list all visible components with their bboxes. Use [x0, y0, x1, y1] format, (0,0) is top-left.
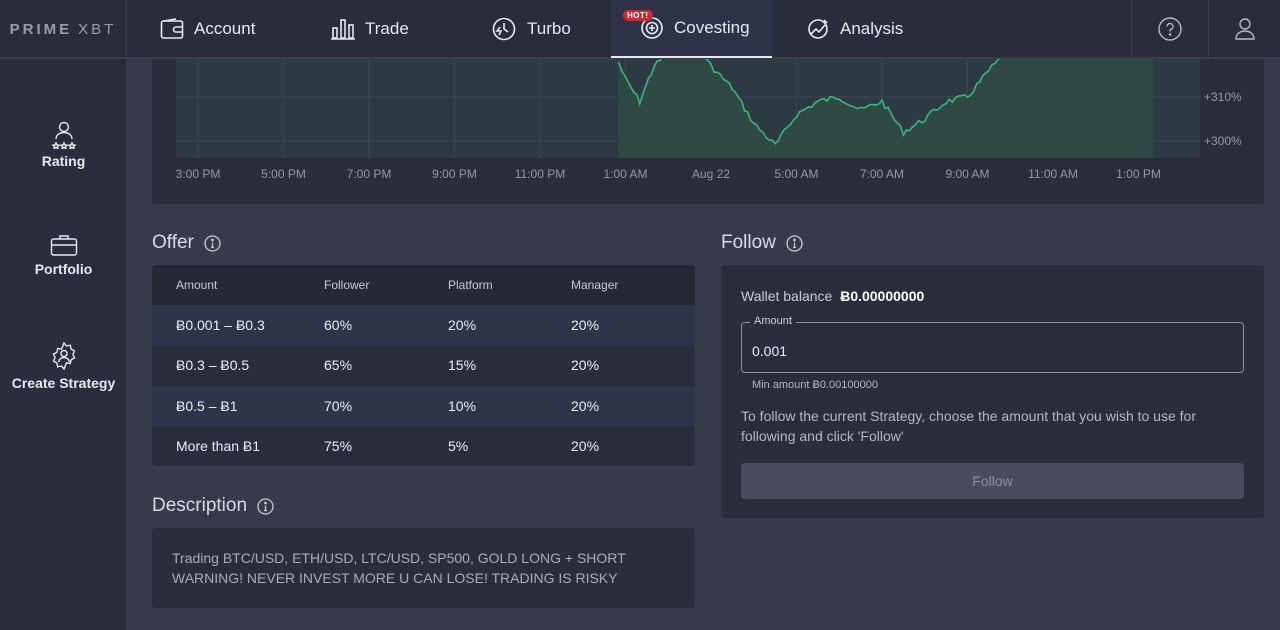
briefcase-icon: [50, 235, 77, 256]
table-row: Ƀ0.5 – Ƀ1 70% 10% 20%: [152, 385, 695, 426]
info-icon[interactable]: [257, 497, 274, 515]
cell-follower: 70%: [324, 397, 353, 414]
follow-section-title: Follow: [721, 232, 803, 254]
min-amount-hint: Min amount Ƀ0.00100000: [752, 379, 878, 391]
logo[interactable]: PRIME XBT: [0, 0, 127, 58]
wallet-balance-label: Wallet balance: [741, 288, 833, 304]
description-title: Description: [152, 495, 248, 516]
top-navigation: PRIME XBT Account Trade Turbo HOT! Coves…: [0, 0, 1280, 58]
chart-series-line: [617, 59, 1000, 145]
cell-manager: 20%: [571, 397, 600, 414]
info-icon[interactable]: [786, 234, 803, 252]
amount-input-value[interactable]: 0.001: [752, 343, 788, 359]
column-header-follower: Follower: [324, 278, 370, 293]
cell-manager: 20%: [571, 317, 600, 334]
rating-icon: [50, 121, 77, 149]
chart-x-tick-label: 7:00 AM: [860, 167, 904, 181]
hot-badge: HOT!: [623, 10, 653, 21]
help-icon: [1158, 17, 1182, 41]
wallet-balance: Wallet balance Ƀ0.00000000: [741, 288, 924, 304]
nav-trade[interactable]: Trade: [331, 0, 409, 58]
follow-card: Wallet balance Ƀ0.00000000 Amount 0.001 …: [721, 265, 1264, 518]
cell-platform: 5%: [448, 437, 469, 454]
user-button[interactable]: [1208, 0, 1280, 58]
amount-input[interactable]: Amount 0.001: [741, 315, 1244, 373]
chart-x-tick-label: 7:00 PM: [347, 167, 392, 181]
bar-chart-icon: [331, 19, 355, 40]
table-row: More than Ƀ1 75% 5% 20%: [152, 426, 695, 466]
cell-platform: 20%: [448, 317, 477, 334]
performance-chart: 3:00 PM 5:00 PM 7:00 PM 9:00 PM 11:00 PM 1:00…: [152, 59, 1264, 204]
description-text: Trading BTC/USD, ETH/USD, LTC/USD, SP500…: [172, 550, 626, 586]
nav-analysis-label: Analysis: [840, 19, 904, 38]
timer-icon: [492, 17, 516, 41]
cell-manager: 20%: [571, 437, 600, 454]
logo-bold-text: PRIME: [9, 20, 73, 38]
logo-light-text: XBT: [78, 20, 117, 38]
chart-y-tick-label: +310%: [1204, 90, 1242, 104]
nav-trade-label: Trade: [365, 19, 409, 38]
chart-x-tick-label: 11:00 AM: [1028, 167, 1078, 181]
wallet-balance-value: Ƀ0.00000000: [840, 288, 925, 304]
nav-covesting-label: Covesting: [674, 18, 750, 37]
table-header-row: Amount Follower Platform Manager: [152, 265, 695, 306]
follow-title: Follow: [721, 232, 776, 253]
cell-amount: Ƀ0.5 – Ƀ1: [176, 397, 238, 414]
performance-chart-svg: 3:00 PM 5:00 PM 7:00 PM 9:00 PM 11:00 PM 1:00…: [176, 59, 1242, 181]
cell-follower: 75%: [324, 437, 353, 454]
chart-x-tick-label: 1:00 AM: [603, 167, 647, 181]
cell-manager: 20%: [571, 357, 600, 374]
nav-turbo[interactable]: Turbo: [491, 0, 571, 58]
wallet-icon: [160, 18, 184, 39]
nav-account[interactable]: Account: [160, 0, 255, 58]
cell-amount: More than Ƀ1: [176, 437, 261, 454]
chart-x-tick-label: 5:00 PM: [261, 167, 306, 181]
sidebar: Rating Portfolio Create Strategy: [0, 59, 127, 630]
column-header-amount: Amount: [176, 278, 218, 293]
chart-x-tick-label: 9:00 AM: [945, 167, 989, 181]
sidebar-item-label: Create Strategy: [11, 375, 116, 391]
column-header-platform: Platform: [448, 278, 493, 293]
chart-x-tick-label: 1:00 PM: [1116, 167, 1161, 181]
user-icon: [1234, 18, 1255, 40]
cell-amount: Ƀ0.001 – Ƀ0.3: [176, 317, 265, 334]
cell-follower: 60%: [324, 317, 353, 334]
help-button[interactable]: [1131, 0, 1208, 58]
sidebar-item-create-strategy[interactable]: Create Strategy: [0, 341, 127, 391]
nav-turbo-label: Turbo: [527, 19, 571, 38]
description-card: Trading BTC/USD, ETH/USD, LTC/USD, SP500…: [152, 528, 695, 608]
follow-button[interactable]: Follow: [741, 463, 1244, 499]
offer-title: Offer: [152, 232, 194, 253]
chart-x-tick-label: 11:00 PM: [515, 167, 565, 181]
sidebar-item-rating[interactable]: Rating: [0, 121, 127, 169]
sidebar-item-portfolio[interactable]: Portfolio: [0, 233, 127, 277]
cell-follower: 65%: [324, 357, 353, 374]
analysis-icon: [808, 19, 828, 39]
offer-table: Amount Follower Platform Manager Ƀ0.001 …: [152, 265, 695, 466]
chart-x-tick-label: Aug 22: [692, 167, 730, 181]
chart-y-tick-label: +300%: [1204, 134, 1242, 148]
nav-account-label: Account: [194, 19, 256, 38]
nav-analysis[interactable]: Analysis: [806, 0, 903, 58]
cell-platform: 15%: [448, 357, 477, 374]
column-header-manager: Manager: [571, 278, 619, 293]
sidebar-item-label: Rating: [41, 153, 86, 169]
chart-x-tick-label: 5:00 AM: [774, 167, 818, 181]
gear-user-icon: [52, 341, 75, 371]
sidebar-item-label: Portfolio: [34, 261, 93, 277]
offer-section-title: Offer: [152, 232, 221, 254]
cell-amount: Ƀ0.3 – Ƀ0.5: [176, 357, 250, 374]
table-row: Ƀ0.3 – Ƀ0.5 65% 15% 20%: [152, 345, 695, 385]
nav-covesting[interactable]: HOT! Covesting: [611, 0, 772, 58]
info-icon[interactable]: [204, 234, 221, 252]
amount-input-label: Amount: [750, 315, 796, 327]
chart-x-tick-label: 3:00 PM: [176, 167, 221, 181]
follow-help-text: To follow the current Strategy, choose t…: [741, 408, 1196, 444]
cell-platform: 10%: [448, 397, 477, 414]
table-row: Ƀ0.001 – Ƀ0.3 60% 20% 20%: [152, 305, 695, 346]
description-section-title: Description: [152, 495, 274, 517]
chart-x-tick-label: 9:00 PM: [432, 167, 477, 181]
